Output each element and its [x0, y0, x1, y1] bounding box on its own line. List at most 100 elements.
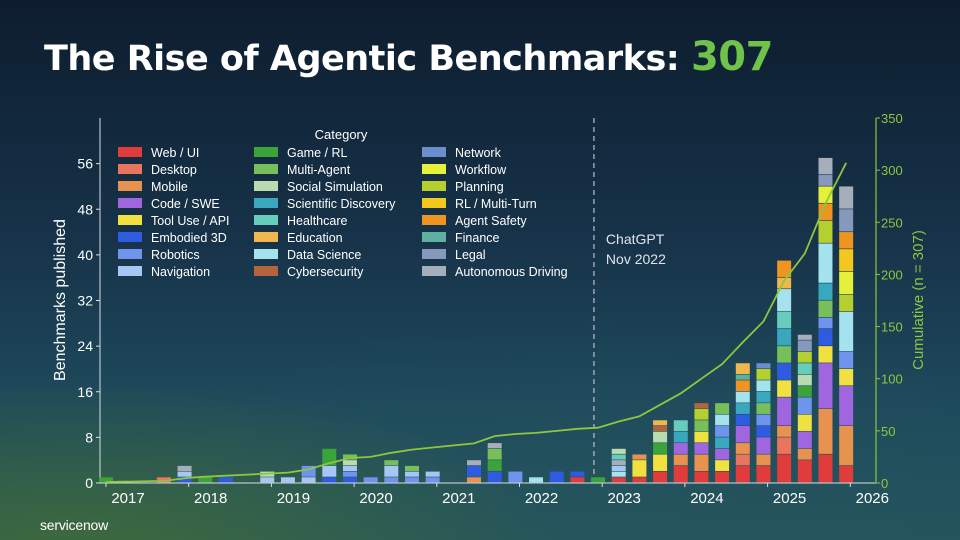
bar-segment: [280, 477, 295, 483]
y-tick-label: 48: [77, 201, 93, 217]
bar-segment: [715, 471, 730, 483]
legend-label: Multi-Agent: [287, 163, 351, 177]
bar-segment: [839, 425, 854, 466]
y-axis-title: Benchmarks published: [52, 219, 69, 381]
legend-item: Workflow: [422, 163, 507, 177]
bar-segment: [632, 460, 647, 477]
bar-segment: [777, 311, 792, 329]
bar-segment: [839, 368, 854, 386]
legend-swatch: [118, 198, 142, 208]
legend-label: Robotics: [151, 248, 200, 262]
bar-stack: [777, 260, 792, 483]
bar-segment: [818, 346, 833, 363]
bar-segment: [694, 408, 709, 420]
bar-segment: [198, 477, 213, 483]
bar-segment: [839, 249, 854, 272]
bar-segment: [777, 346, 792, 363]
bar-segment: [818, 186, 833, 203]
bar-stack: [529, 477, 544, 483]
legend-title: Category: [315, 127, 368, 142]
bar-segment: [777, 454, 792, 483]
legend-swatch: [254, 232, 278, 242]
bar-segment: [797, 374, 812, 386]
bar-segment: [756, 368, 771, 380]
bar-segment: [777, 380, 792, 397]
y-tick-label: 16: [77, 384, 93, 400]
x-tick-label: 2019: [277, 490, 310, 507]
legend-label: Healthcare: [287, 214, 347, 228]
legend-item: Network: [422, 146, 502, 160]
bar-segment: [342, 460, 357, 466]
bar-segment: [818, 317, 833, 329]
legend-label: Network: [455, 146, 502, 160]
legend-swatch: [422, 198, 446, 208]
legend-label: Mobile: [151, 180, 188, 194]
chatgpt-annotation-label: Nov 2022: [606, 251, 666, 267]
bar-segment: [756, 425, 771, 437]
x-tick-label: 2023: [608, 490, 641, 507]
bar-segment: [735, 380, 750, 392]
bar-segment: [653, 471, 668, 483]
bar-segment: [839, 465, 854, 483]
legend-swatch: [422, 147, 446, 157]
bar-segment: [715, 403, 730, 414]
legend-label: Autonomous Driving: [455, 265, 568, 279]
y2-tick-label: 350: [881, 111, 903, 126]
bar-stack: [735, 363, 750, 483]
bar-segment: [425, 477, 440, 483]
cumulative-line: [105, 162, 848, 483]
bar-stack: [467, 460, 482, 483]
bar-segment: [756, 403, 771, 414]
bar-segment: [653, 431, 668, 443]
bar-segment: [404, 465, 419, 471]
bar-segment: [715, 425, 730, 437]
legend-item: Embodied 3D: [118, 231, 227, 245]
legend-label: Embodied 3D: [151, 231, 227, 245]
x-tick-label: 2017: [111, 490, 144, 507]
bar-segment: [735, 403, 750, 414]
bar-segment: [756, 363, 771, 369]
bar-segment: [156, 477, 171, 483]
y2-tick-label: 300: [881, 163, 903, 178]
bar-segment: [363, 477, 378, 483]
title-text: The Rise of Agentic Benchmarks:: [44, 39, 680, 79]
x-tick-label: 2020: [359, 490, 392, 507]
legend-swatch: [118, 249, 142, 259]
bar-segment: [404, 477, 419, 483]
y-tick-label: 24: [77, 338, 93, 354]
bar-segment: [818, 454, 833, 483]
title-count: 307: [690, 34, 774, 80]
legend-item: Game / RL: [254, 146, 347, 160]
legend-label: Education: [287, 231, 343, 245]
legend-label: Tool Use / API: [151, 214, 230, 228]
bar-stack: [425, 471, 440, 483]
bar-stack: [384, 460, 399, 483]
bar-stack: [570, 471, 585, 483]
bar-segment: [611, 477, 626, 483]
bar-segment: [177, 465, 192, 471]
legend-item: Legal: [422, 248, 486, 262]
bar-segment: [756, 454, 771, 466]
bar-segment: [735, 414, 750, 426]
legend-swatch: [118, 147, 142, 157]
bar-stack: [322, 448, 337, 483]
legend-swatch: [422, 164, 446, 174]
legend-label: Code / SWE: [151, 197, 220, 211]
x-tick-label: 2018: [194, 490, 227, 507]
bar-segment: [735, 454, 750, 466]
bar-segment: [342, 465, 357, 471]
bar-segment: [735, 391, 750, 403]
bar-stack: [363, 477, 378, 483]
bar-segment: [797, 363, 812, 375]
legend-item: Robotics: [118, 248, 200, 262]
legend-item: Multi-Agent: [254, 163, 351, 177]
legend-label: Data Science: [287, 248, 361, 262]
bar-stack: [818, 157, 833, 483]
bar-segment: [404, 471, 419, 477]
bar-segment: [611, 454, 626, 460]
legend-swatch: [118, 232, 142, 242]
bar-stack: [301, 465, 316, 483]
legend-swatch: [118, 215, 142, 225]
bar-segment: [735, 363, 750, 375]
bar-segment: [777, 425, 792, 437]
